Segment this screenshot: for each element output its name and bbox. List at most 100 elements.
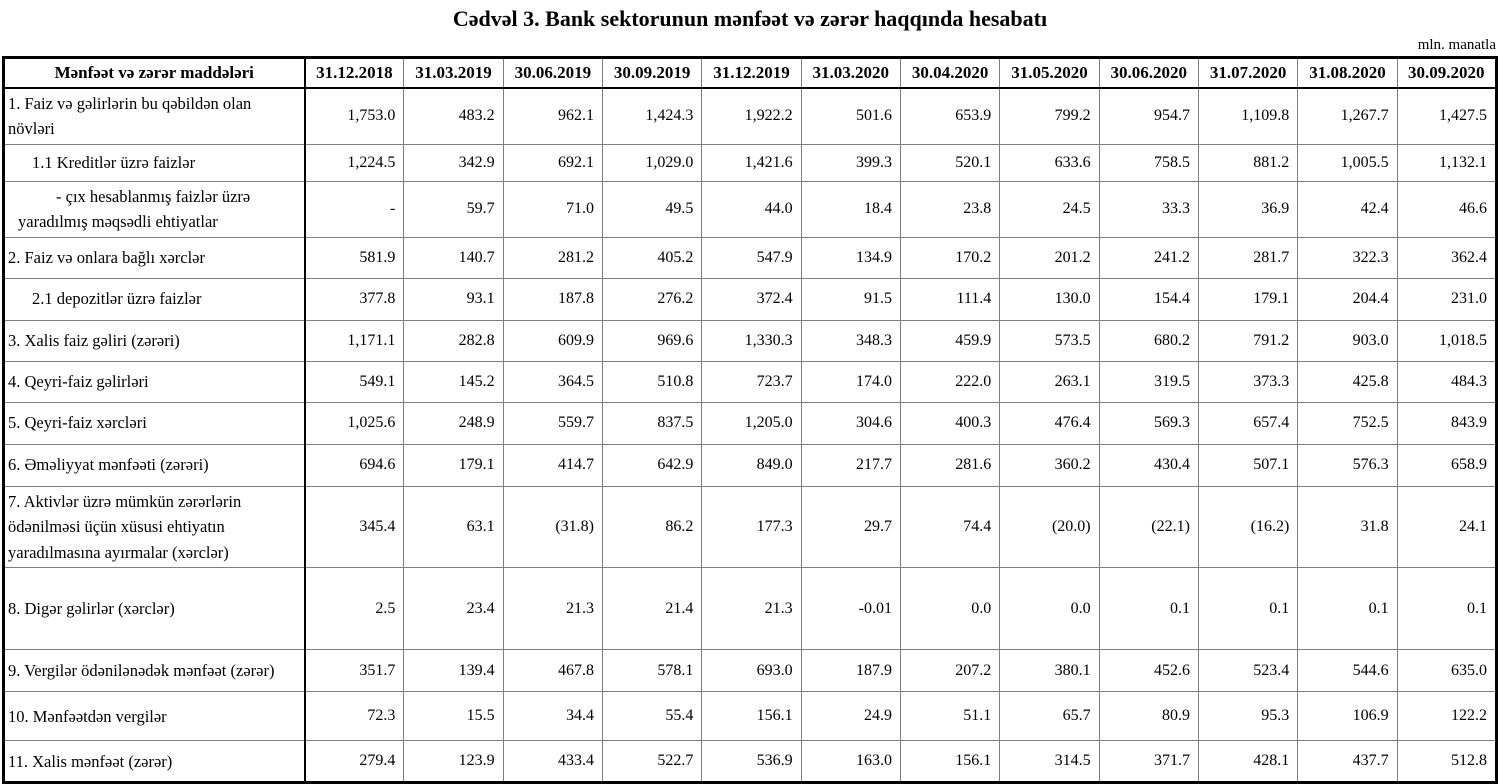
date-column-header: 30.04.2020 [899,57,1001,89]
value-cell: 1,005.5 [1297,143,1398,182]
value-cell: 360.2 [999,443,1100,487]
value-cell: 680.2 [1098,319,1199,362]
table-row: 7. Aktivlər üzrə mümkün zərərlərin ödəni… [3,485,1498,569]
value-cell: 657.4 [1197,401,1299,445]
value-cell: 34.4 [502,691,603,742]
value-cell: 1,421.6 [701,143,802,182]
value-cell: 849.0 [701,443,802,487]
value-cell: 281.7 [1197,236,1299,279]
table-row: 10. Mənfəətdən vergilər 72.3 15.5 34.4 55.4 1… [3,691,1498,742]
value-cell: 24.5 [999,180,1100,238]
value-cell: 314.5 [999,740,1100,784]
value-cell: 452.6 [1098,649,1199,693]
value-cell: 1,025.6 [303,401,405,445]
value-cell: 279.4 [303,740,405,784]
value-cell: 59.7 [403,180,504,238]
value-cell: 319.5 [1098,360,1199,403]
value-cell: 1,018.5 [1396,319,1498,362]
value-cell: 569.3 [1098,401,1199,445]
value-cell: 547.9 [701,236,802,279]
value-cell: 467.8 [502,649,603,693]
value-cell: 63.1 [403,485,504,569]
value-cell: 405.2 [601,236,703,279]
value-cell: 179.1 [1197,277,1299,321]
value-cell: (31.8) [502,485,603,569]
value-cell: 373.3 [1197,360,1299,403]
table-row: - çıx hesablanmış faizlər üzrə yaradılmı… [3,180,1498,238]
value-cell: 425.8 [1297,360,1398,403]
table-row: 9. Vergilər ödənilənədək mənfəət (zərər)… [3,649,1498,693]
value-cell: 18.4 [800,180,901,238]
value-cell: 377.8 [303,277,405,321]
items-column-header: Mənfəət və zərər maddələri [3,57,306,89]
value-cell: 1,330.3 [701,319,802,362]
row-label: 11. Xalis mənfəət (zərər) [3,740,306,784]
date-column-header: 30.09.2020 [1396,57,1498,89]
value-cell: 692.1 [502,143,603,182]
value-cell: 903.0 [1297,319,1398,362]
value-cell: 80.9 [1098,691,1199,742]
value-cell: 0.1 [1197,567,1299,651]
value-cell: 522.7 [601,740,703,784]
value-cell: 49.5 [601,180,703,238]
value-cell: 21.3 [701,567,802,651]
value-cell: 86.2 [601,485,703,569]
value-cell: 217.7 [800,443,901,487]
value-cell: 282.8 [403,319,504,362]
value-cell: 74.4 [899,485,1001,569]
value-cell: 881.2 [1197,143,1299,182]
value-cell: 71.0 [502,180,603,238]
header-row: Mənfəət və zərər maddələri 31.12.2018 31.0… [3,57,1498,89]
value-cell: 1,224.5 [303,143,405,182]
value-cell: 578.1 [601,649,703,693]
value-cell: 559.7 [502,401,603,445]
value-cell: 536.9 [701,740,802,784]
table-row: 11. Xalis mənfəət (zərər) 279.4 123.9 433.4… [3,740,1498,784]
value-cell: 95.3 [1197,691,1299,742]
value-cell: 635.0 [1396,649,1498,693]
value-cell: 140.7 [403,236,504,279]
value-cell: 348.3 [800,319,901,362]
value-cell: 581.9 [303,236,405,279]
value-cell: 65.7 [999,691,1100,742]
row-label: 4. Qeyri-faiz gəlirləri [3,360,306,403]
value-cell: 693.0 [701,649,802,693]
date-column-header: 31.08.2020 [1297,57,1398,89]
value-cell: 512.8 [1396,740,1498,784]
row-label: 10. Mənfəətdən vergilər [3,691,306,742]
value-cell: (22.1) [1098,485,1199,569]
value-cell: 231.0 [1396,277,1498,321]
value-cell: 31.8 [1297,485,1398,569]
value-cell: 342.9 [403,143,504,182]
value-cell: 29.7 [800,485,901,569]
value-cell: 122.2 [1396,691,1498,742]
date-column-header: 31.12.2019 [701,57,802,89]
row-label: 2.1 depozitlər üzrə faizlər [3,277,306,321]
value-cell: 0.1 [1098,567,1199,651]
value-cell: 364.5 [502,360,603,403]
value-cell: 609.9 [502,319,603,362]
value-cell: 263.1 [999,360,1100,403]
value-cell: 483.2 [403,87,504,145]
value-cell: 1,753.0 [303,87,405,145]
value-cell: 187.8 [502,277,603,321]
value-cell: 758.5 [1098,143,1199,182]
value-cell: 55.4 [601,691,703,742]
value-cell: 520.1 [899,143,1001,182]
value-cell: 1,132.1 [1396,143,1498,182]
value-cell: 430.4 [1098,443,1199,487]
value-cell: 1,267.7 [1297,87,1398,145]
value-cell: 752.5 [1297,401,1398,445]
row-label: 1. Faiz və gəlirlərin bu qəbildən olan n… [3,87,306,145]
value-cell: -0.01 [800,567,901,651]
value-cell: 154.4 [1098,277,1199,321]
value-cell: 362.4 [1396,236,1498,279]
value-cell: 414.7 [502,443,603,487]
value-cell: 345.4 [303,485,405,569]
value-cell: 1,427.5 [1396,87,1498,145]
value-cell: 380.1 [999,649,1100,693]
value-cell: 207.2 [899,649,1001,693]
value-cell: 1,205.0 [701,401,802,445]
value-cell: 163.0 [800,740,901,784]
value-cell: 484.3 [1396,360,1498,403]
